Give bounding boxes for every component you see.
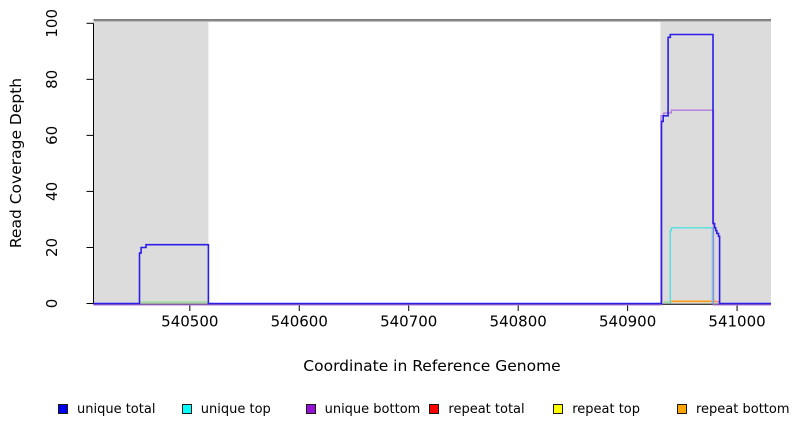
x-tick-label: 540700 (380, 313, 437, 331)
y-tick-label: 40 (43, 182, 61, 201)
y-tick-label: 80 (43, 70, 61, 89)
x-tick-label: 540600 (271, 313, 328, 331)
legend-item-repeat-top: repeat top (553, 401, 640, 417)
shaded-region-0 (93, 22, 209, 305)
legend-swatch-unique-total (58, 404, 68, 414)
legend-swatch-unique-top (181, 404, 192, 414)
shaded-region-1 (660, 22, 771, 305)
y-tick-label: 20 (43, 238, 61, 257)
x-tick-label: 540500 (161, 313, 218, 331)
legend: unique total unique top unique bottom repea… (0, 401, 792, 423)
legend-item-repeat-bottom: repeat bottom (677, 401, 790, 417)
y-tick-label: 0 (43, 299, 61, 309)
legend-swatch-repeat-top (553, 404, 564, 414)
x-tick-label: 540900 (599, 313, 656, 331)
legend-label: repeat total (448, 401, 525, 417)
y-tick-label: 100 (43, 9, 61, 38)
legend-item-repeat-total: repeat total (429, 401, 525, 417)
series-unique-total (93, 33, 771, 305)
legend-label: unique bottom (324, 401, 421, 417)
legend-swatch-repeat-total (429, 404, 440, 414)
x-tick-label: 541000 (708, 313, 765, 331)
reference-bar-edge (93, 19, 771, 21)
x-axis-title: Coordinate in Reference Genome (303, 357, 561, 375)
series-unique-top (669, 227, 714, 304)
legend-item-unique-total: unique total (58, 401, 155, 417)
legend-item-unique-top: unique top (181, 401, 271, 417)
y-axis-title: Read Coverage Depth (7, 77, 25, 249)
legend-label: repeat bottom (696, 401, 790, 417)
x-tick-label: 540800 (490, 313, 547, 331)
reference-bar (93, 19, 771, 22)
legend-item-unique-bottom: unique bottom (305, 401, 421, 417)
legend-label: unique top (200, 401, 271, 417)
legend-label: unique total (77, 401, 156, 417)
legend-swatch-unique-bottom (305, 404, 316, 414)
legend-swatch-repeat-bottom (677, 404, 687, 414)
y-tick-label: 60 (43, 126, 61, 145)
legend-label: repeat top (572, 401, 640, 417)
